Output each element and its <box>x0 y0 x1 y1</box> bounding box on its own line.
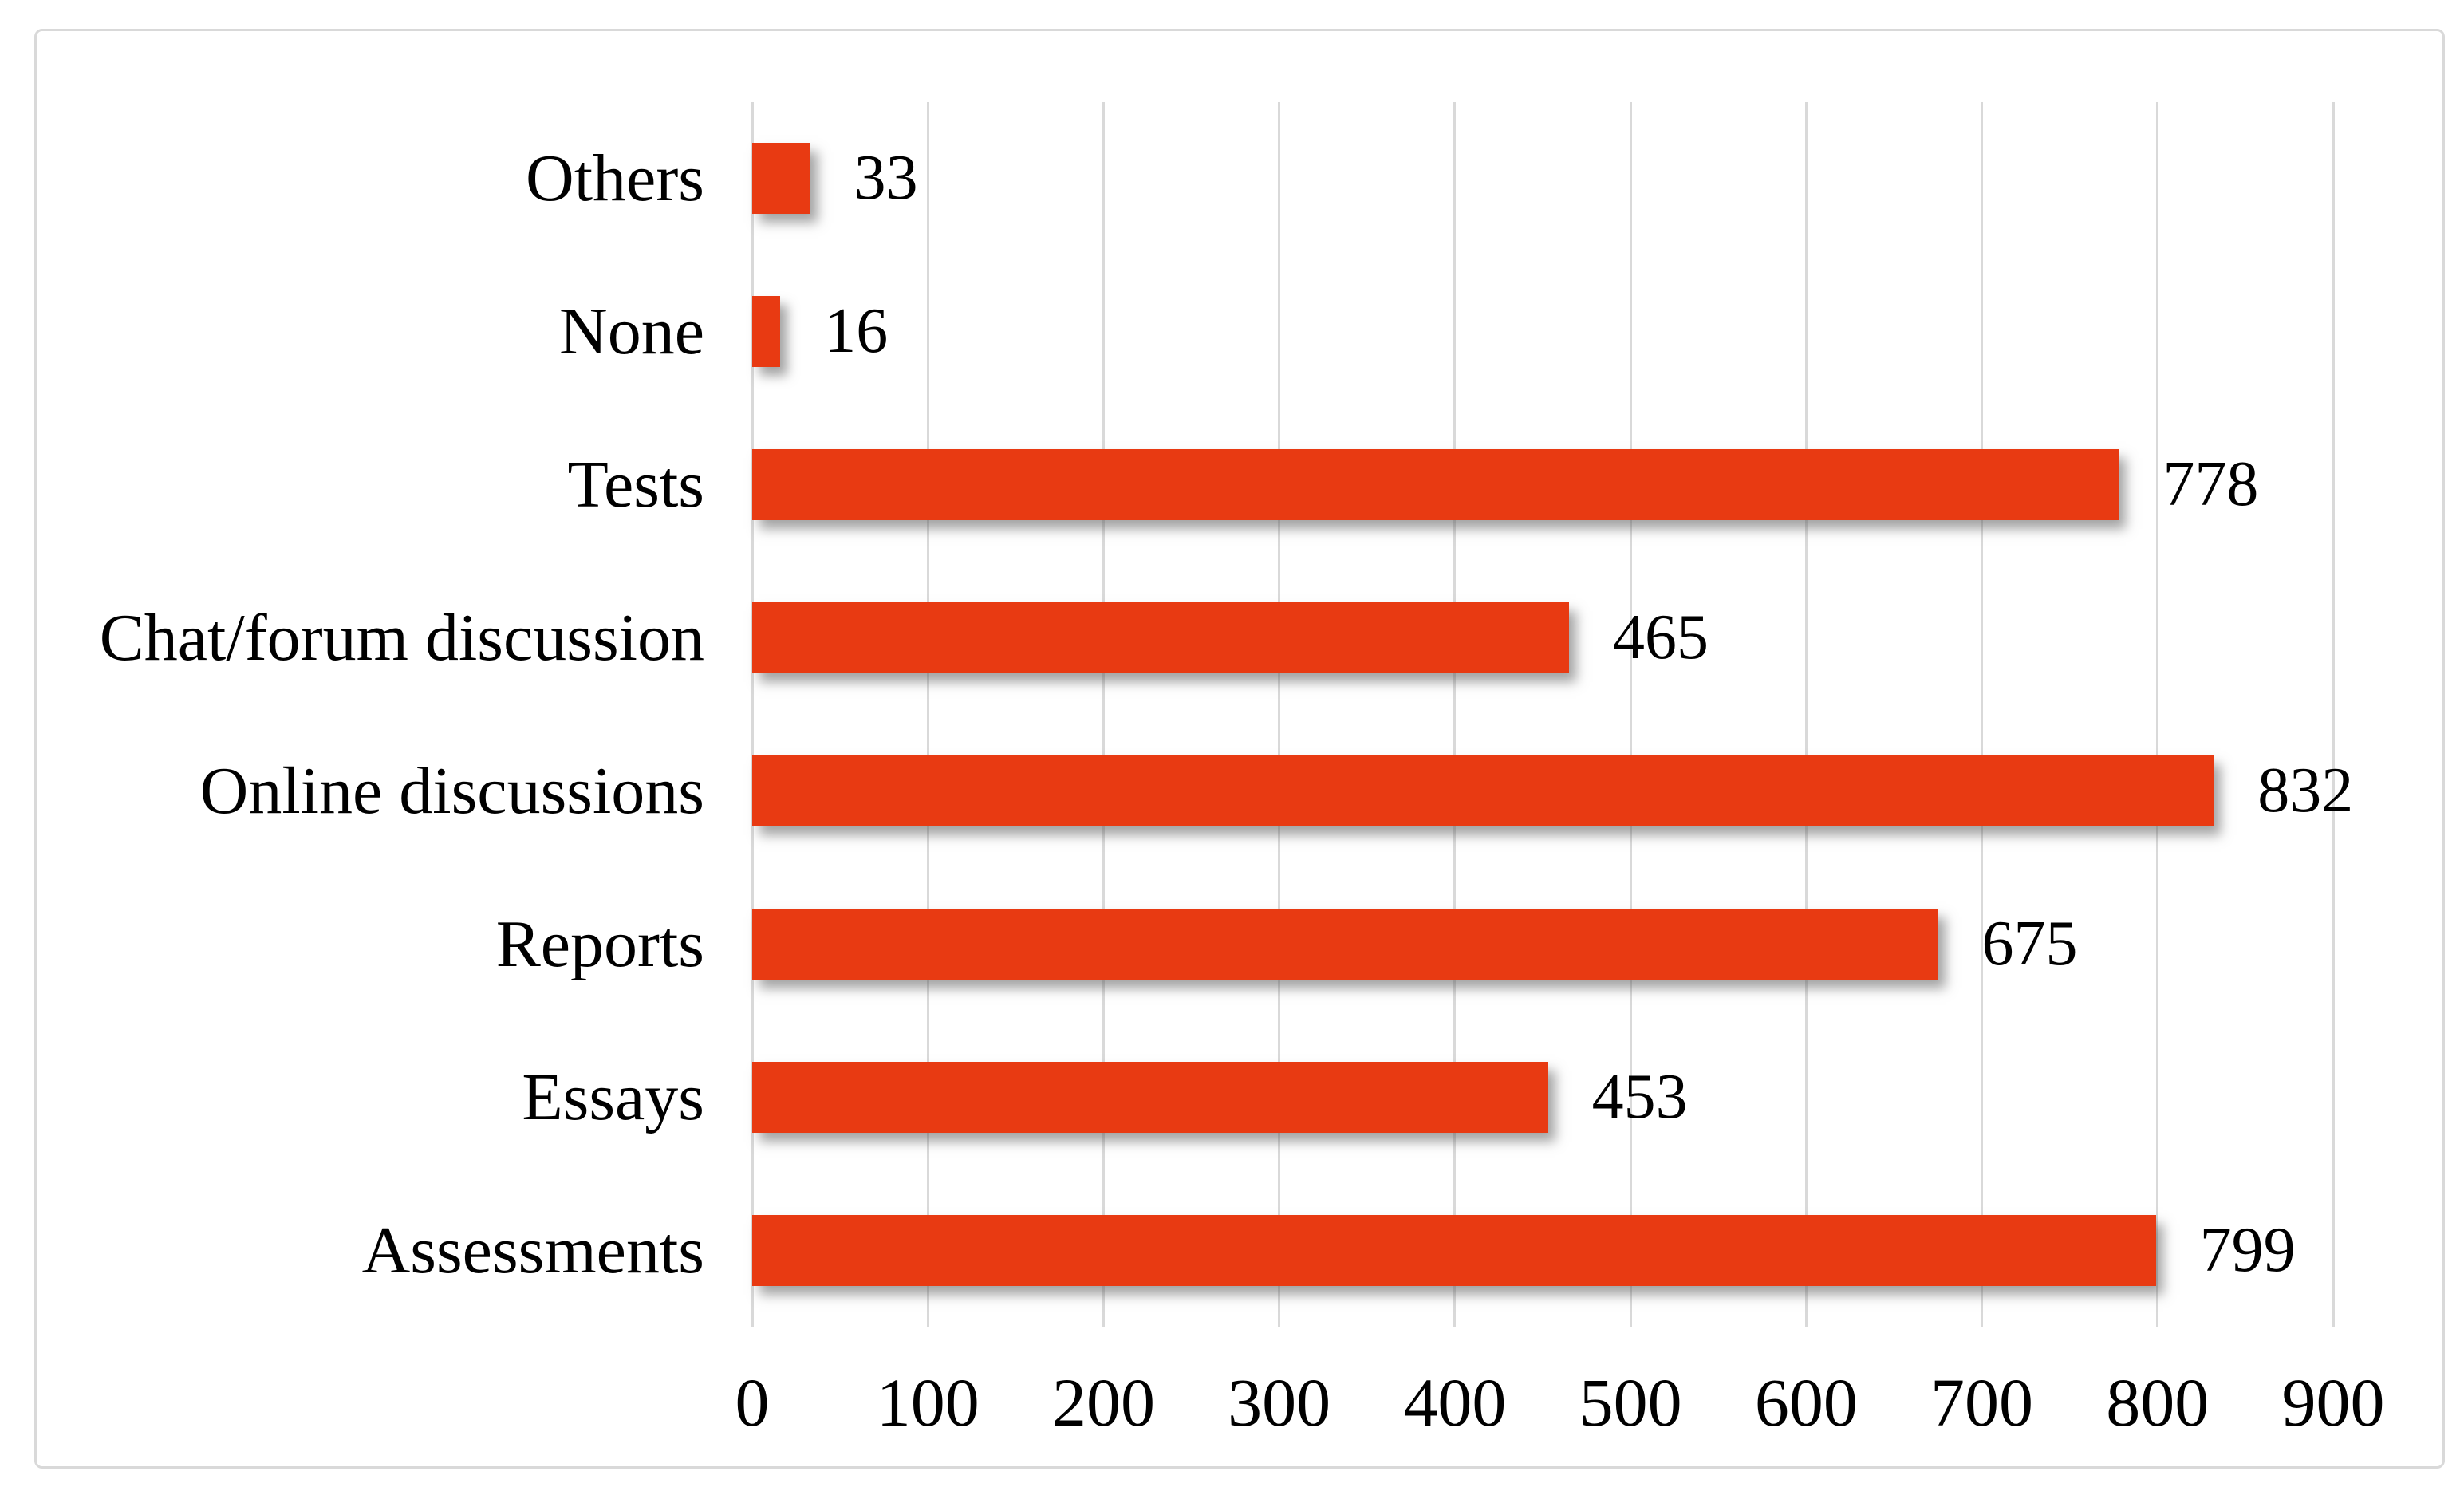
value-label: 453 <box>1591 1061 1688 1132</box>
gridline <box>1629 102 1632 1327</box>
value-label: 16 <box>824 296 889 367</box>
gridline <box>926 102 929 1327</box>
value-label: 465 <box>1613 602 1709 673</box>
x-tick-label: 900 <box>2281 1364 2385 1441</box>
gridline <box>1102 102 1105 1327</box>
bar <box>752 908 1938 980</box>
category-label: Assessments <box>361 1213 704 1288</box>
bar <box>752 143 810 215</box>
gridline <box>1804 102 1808 1327</box>
x-tick-label: 700 <box>1930 1364 2034 1441</box>
gridline <box>2156 102 2159 1327</box>
bar <box>752 1214 2156 1286</box>
category-labels: Others None Tests Chat/forum discussion Onli… <box>37 102 704 1327</box>
category-label: Essays <box>522 1059 704 1134</box>
category-label: None <box>559 294 704 369</box>
bar <box>752 755 2214 826</box>
category-label: Reports <box>495 906 704 981</box>
value-label: 799 <box>2199 1214 2296 1285</box>
bar-row: 778 <box>752 408 2333 562</box>
x-tick-label: 800 <box>2106 1364 2210 1441</box>
bar-row: 16 <box>752 255 2333 408</box>
x-tick-label: 0 <box>735 1364 770 1441</box>
bar-row: 465 <box>752 562 2333 715</box>
bar <box>752 1061 1548 1133</box>
bar <box>752 449 2119 521</box>
value-label: 778 <box>2162 449 2259 520</box>
bar-row: 799 <box>752 1174 2333 1327</box>
gridline <box>1278 102 1281 1327</box>
gridline <box>1981 102 1984 1327</box>
x-tick-label: 200 <box>1051 1364 1155 1441</box>
chart-figure: Others None Tests Chat/forum discussion Onli… <box>34 29 2445 1469</box>
gridline <box>2332 102 2335 1327</box>
plot-area: 33 16 778 465 832 675 453 799 <box>751 102 2353 1327</box>
x-tick-label: 300 <box>1228 1364 1331 1441</box>
bar <box>752 602 1570 674</box>
x-tick-label: 100 <box>876 1364 980 1441</box>
bar-row: 832 <box>752 715 2353 868</box>
gridline <box>1453 102 1457 1327</box>
bar <box>752 296 781 368</box>
x-tick-label: 400 <box>1403 1364 1507 1441</box>
category-label: Others <box>526 141 704 216</box>
x-tick-label: 600 <box>1754 1364 1858 1441</box>
bar-row: 675 <box>752 867 2333 1020</box>
category-label: Tests <box>567 448 704 523</box>
value-label: 33 <box>854 143 918 214</box>
value-label: 675 <box>1981 908 2078 979</box>
bar-row: 453 <box>752 1020 2333 1174</box>
gridline <box>751 102 754 1327</box>
x-tick-label: 500 <box>1579 1364 1682 1441</box>
category-label: Chat/forum discussion <box>99 601 704 676</box>
bar-row: 33 <box>752 102 2333 255</box>
category-label: Online discussions <box>199 753 704 828</box>
x-axis-ticks: 0 100 200 300 400 500 600 700 800 900 <box>735 1359 2385 1446</box>
value-label: 832 <box>2257 755 2354 826</box>
